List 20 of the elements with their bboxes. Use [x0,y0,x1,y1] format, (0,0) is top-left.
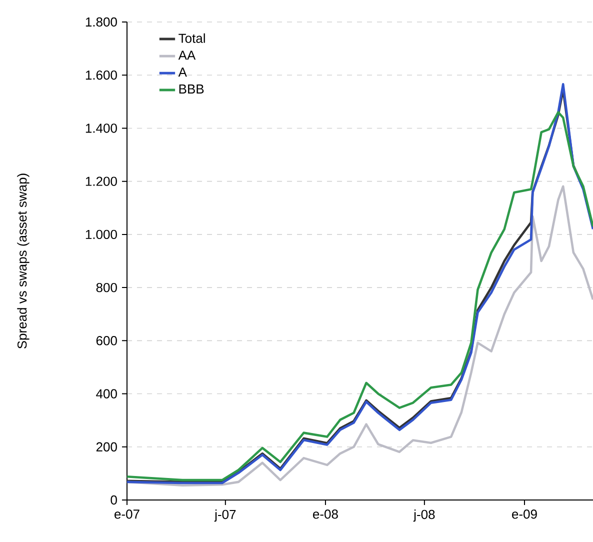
y-tick-label: 800 [96,282,117,292]
x-tick-label: j-08 [413,510,435,522]
x-tick-label: j-07 [214,510,236,522]
x-tick-label: e-09 [512,510,537,519]
y-tick-label: 400 [96,389,117,398]
y-tick-label: 1.200 [86,176,117,186]
x-tick-label: e-07 [114,510,140,519]
x-tick-label: e-08 [313,510,338,519]
y-tick-label: 1.400 [86,124,117,133]
legend-label: A [178,68,187,77]
y-tick-label: 0 [110,495,117,505]
legend-label: Total [178,33,205,43]
y-tick-label: 1.800 [86,17,117,27]
y-tick-label: 1.600 [86,70,117,80]
y-tick-label: 600 [96,336,117,346]
y-tick-label: 1.000 [86,230,117,240]
legend-label: AA [178,50,196,60]
y-axis-title: Spread vs swaps (asset swap) [17,174,30,349]
legend-label: BBB [179,84,204,94]
y-tick-label: 200 [96,442,117,452]
